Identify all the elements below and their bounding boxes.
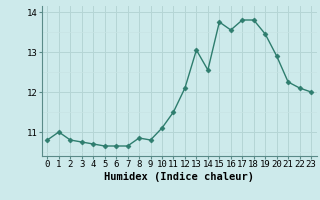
X-axis label: Humidex (Indice chaleur): Humidex (Indice chaleur) (104, 172, 254, 182)
